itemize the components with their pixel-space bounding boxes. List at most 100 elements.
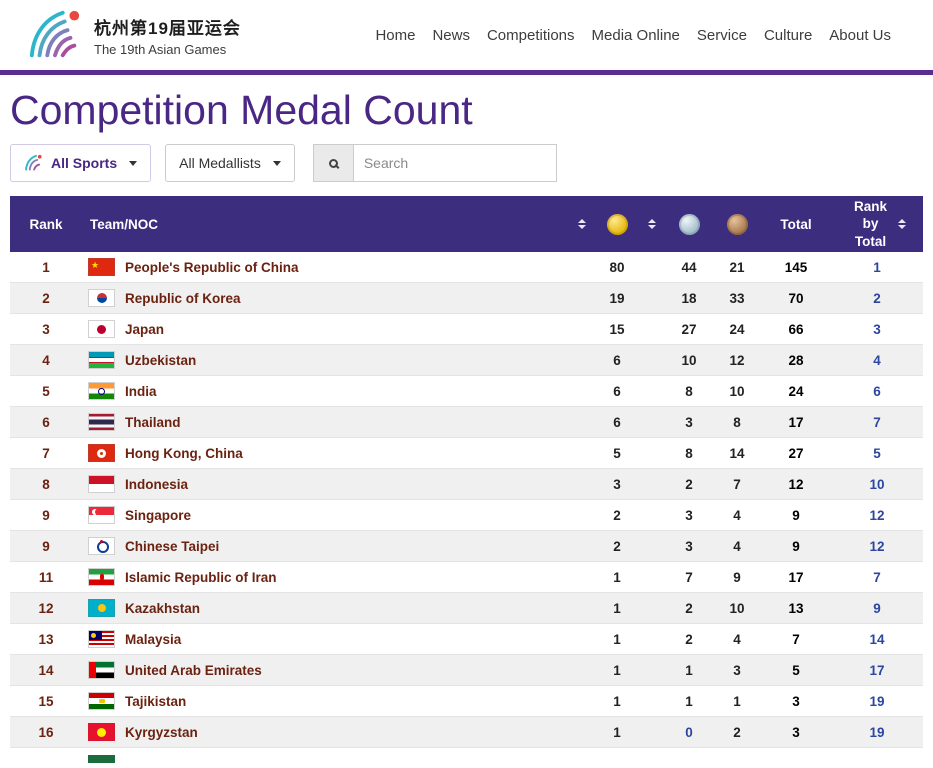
total-count: 9 [792,507,800,523]
gold-count: 1 [613,631,621,647]
site-header: 杭州第19届亚运会 The 19th Asian Games Home News… [0,0,933,70]
sort-gold-control[interactable] [639,219,665,229]
rank-by-total-cell: 6 [873,383,881,399]
silver-count: 8 [685,445,693,461]
rank-cell: 14 [38,662,54,678]
sort-icon [897,218,906,229]
silver-count: 27 [681,321,697,337]
silver-count: 2 [685,476,693,492]
silver-count: 44 [681,259,697,275]
table-row[interactable]: 16 Kyrgyzstan 1 0 2 3 19 [10,717,923,748]
flag-hong-kong-icon [88,444,115,462]
rank-cell: 9 [42,507,50,523]
search-button[interactable] [312,144,353,182]
column-header-gold[interactable] [595,213,639,235]
flag-china-icon [88,258,115,276]
column-header-silver[interactable] [665,213,713,235]
rank-cell: 2 [42,290,50,306]
gold-count: 1 [613,569,621,585]
table-row[interactable]: 6 Thailand 6 3 8 17 7 [10,407,923,438]
table-row[interactable]: 1 People's Republic of China 80 44 21 14… [10,252,923,283]
team-cell: Malaysia [82,630,569,648]
nav-item[interactable]: Home [375,26,416,44]
rank-by-total-cell: 14 [869,631,885,647]
total-count: 7 [792,631,800,647]
column-header-rank[interactable]: Rank [29,216,63,232]
team-cell: Singapore [82,506,569,524]
table-row[interactable]: 9 Chinese Taipei 2 3 4 9 12 [10,531,923,562]
gold-medal-icon [606,213,628,235]
nav-item[interactable]: Media Online [591,26,680,44]
team-cell: Japan [82,320,569,338]
table-row[interactable]: 14 United Arab Emirates 1 1 3 5 17 [10,655,923,686]
rank-by-total-cell: 9 [873,600,881,616]
total-count: 27 [788,445,804,461]
rank-cell: 4 [42,352,50,368]
sort-team-control[interactable] [569,219,595,229]
table-row[interactable]: 15 Tajikistan 1 1 1 3 19 [10,686,923,717]
rank-by-total-cell: 19 [869,724,885,740]
rank-cell: 8 [42,476,50,492]
nav-item[interactable]: About Us [829,26,891,44]
filters-bar: All Sports All Medallists [10,144,923,182]
search-input[interactable] [352,144,557,182]
total-count: 17 [788,414,804,430]
team-name: Uzbekistan [125,352,197,368]
total-count: 70 [788,290,804,306]
total-count: 3 [792,693,800,709]
column-header-bronze[interactable] [713,213,761,235]
gold-count: 1 [613,600,621,616]
gold-count: 15 [609,321,625,337]
medallists-filter-dropdown[interactable]: All Medallists [165,144,295,182]
column-header-rank-by-total[interactable]: Rank by Total [831,198,923,251]
bronze-count: 10 [729,383,745,399]
gold-count: 6 [613,414,621,430]
table-row[interactable]: 9 Singapore 2 3 4 9 12 [10,500,923,531]
search-box [312,144,557,182]
bronze-count: 14 [729,445,745,461]
nav-item[interactable]: Culture [763,26,813,44]
rank-by-total-cell: 7 [873,569,881,585]
total-count: 17 [788,569,804,585]
silver-count: 2 [685,600,693,616]
table-row[interactable]: 8 Indonesia 3 2 7 12 10 [10,469,923,500]
column-header-total[interactable]: Total [780,216,812,232]
table-header: Rank Team/NOC Total Rank by Total [10,196,923,252]
table-row[interactable]: 7 Hong Kong, China 5 8 14 27 5 [10,438,923,469]
nav-item[interactable]: News [432,26,470,44]
logo[interactable]: 杭州第19届亚运会 The 19th Asian Games [26,7,241,63]
gold-count: 3 [613,476,621,492]
table-row[interactable]: 13 Malaysia 1 2 4 7 14 [10,624,923,655]
flag-united-arab-emirates-icon [88,661,115,679]
table-row[interactable]: 5 India 6 8 10 24 6 [10,376,923,407]
total-count: 66 [788,321,804,337]
table-row[interactable]: 12 Kazakhstan 1 2 10 13 9 [10,593,923,624]
nav-item[interactable]: Competitions [486,26,575,44]
team-name: Islamic Republic of Iran [125,569,277,585]
logo-title-en: The 19th Asian Games [94,41,227,57]
team-cell: Kazakhstan [82,599,569,617]
bronze-count: 1 [733,693,741,709]
medallists-filter-label: All Medallists [179,155,261,171]
flag-uzbekistan-icon [88,351,115,369]
team-cell: Republic of Korea [82,289,569,307]
table-row[interactable]: 11 Islamic Republic of Iran 1 7 9 17 7 [10,562,923,593]
team-cell: Tajikistan [82,692,569,710]
team-name: Kazakhstan [125,600,201,616]
flag-tajikistan-icon [88,692,115,710]
rank-by-total-cell: 19 [869,693,885,709]
column-header-team[interactable]: Team/NOC [90,216,159,232]
table-row[interactable]: 4 Uzbekistan 6 10 12 28 4 [10,345,923,376]
team-name: India [125,383,157,399]
total-count: 12 [788,476,804,492]
team-name: Thailand [125,414,181,430]
silver-count: 2 [685,631,693,647]
flag-partial-green-icon [88,755,115,763]
nav-item[interactable]: Service [696,26,747,44]
table-row[interactable]: 3 Japan 15 27 24 66 3 [10,314,923,345]
sports-filter-dropdown[interactable]: All Sports [10,144,152,182]
team-cell: Thailand [82,413,569,431]
table-row[interactable]: 2 Republic of Korea 19 18 33 70 2 [10,283,923,314]
rank-cell: 11 [38,569,54,585]
flag-iran-icon [88,568,115,586]
